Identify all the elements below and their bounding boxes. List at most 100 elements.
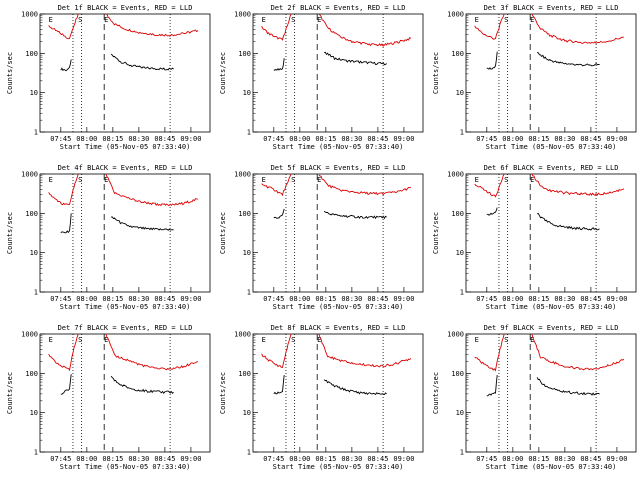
y-axis-label: Counts/sec (6, 212, 14, 254)
x-tick-label: 08:15 (102, 295, 123, 303)
x-tick-label: 08:15 (315, 295, 336, 303)
events-series-line (273, 375, 285, 395)
y-tick-label: 1 (460, 129, 464, 137)
y-tick-label: 100 (451, 210, 464, 218)
events-series-line (536, 212, 600, 231)
lld-series-line (474, 333, 505, 372)
region-label: E (49, 336, 53, 344)
events-series-line (273, 58, 285, 71)
y-tick-label: 1000 (234, 171, 251, 179)
chart-title: Det 8f BLACK = Events, RED = LLD (271, 324, 406, 332)
events-series-line (486, 207, 498, 216)
x-tick-label: 07:45 (263, 455, 284, 463)
y-tick-label: 10 (456, 89, 464, 97)
region-label: E (104, 176, 108, 184)
x-axis-label: Start Time (05-Nov-05 07:33:40) (273, 303, 404, 311)
y-tick-label: 1 (247, 289, 251, 297)
y-tick-label: 1000 (21, 11, 38, 19)
region-label: E (317, 336, 321, 344)
plot-frame (465, 173, 637, 293)
y-tick-label: 1000 (447, 11, 464, 19)
x-tick-label: 09:00 (180, 295, 201, 303)
region-label: E (262, 176, 266, 184)
x-tick-label: 08:30 (341, 295, 362, 303)
y-tick-label: 100 (25, 210, 38, 218)
lld-series-line (105, 173, 198, 207)
region-label: S (504, 176, 508, 184)
x-axis-label: Start Time (05-Nov-05 07:33:40) (486, 303, 617, 311)
plot-frame (465, 13, 637, 133)
y-tick-label: 100 (451, 50, 464, 58)
x-tick-label: 07:45 (476, 135, 497, 143)
x-tick-label: 08:30 (554, 455, 575, 463)
region-label: E (104, 336, 108, 344)
region-label: E (317, 16, 321, 24)
detector-chart: Det 4f BLACK = Events, RED = LLD 1 10 100 10… (6, 164, 211, 311)
region-label: E (262, 336, 266, 344)
x-tick-label: 08:00 (289, 135, 310, 143)
y-tick-label: 1 (34, 449, 38, 457)
y-axis-label: Counts/sec (219, 372, 227, 414)
x-tick-label: 08:30 (128, 455, 149, 463)
x-tick-label: 07:45 (50, 295, 71, 303)
plot-frame (39, 333, 211, 453)
y-tick-label: 1 (34, 129, 38, 137)
x-tick-label: 09:00 (393, 135, 414, 143)
region-label: S (291, 176, 295, 184)
y-axis-label: Counts/sec (432, 52, 440, 94)
events-series-line (110, 53, 174, 71)
y-tick-label: 1 (34, 289, 38, 297)
region-label: S (504, 336, 508, 344)
y-axis-label: Counts/sec (6, 372, 14, 414)
lld-series-line (105, 333, 199, 371)
events-series-line (60, 374, 72, 395)
x-tick-label: 08:45 (580, 295, 601, 303)
x-tick-label: 08:30 (128, 135, 149, 143)
plot-frame (465, 333, 637, 453)
plot-frame (252, 13, 424, 133)
y-tick-label: 100 (25, 370, 38, 378)
y-tick-label: 1000 (447, 171, 464, 179)
x-tick-label: 07:45 (476, 295, 497, 303)
region-label: E (530, 16, 534, 24)
x-tick-label: 08:45 (154, 135, 175, 143)
x-tick-label: 08:30 (128, 295, 149, 303)
y-tick-label: 1000 (21, 331, 38, 339)
y-tick-label: 1 (247, 129, 251, 137)
x-tick-label: 07:45 (263, 135, 284, 143)
y-tick-label: 100 (238, 50, 251, 58)
detector-chart: Det 7f BLACK = Events, RED = LLD 1 10 100 10… (6, 324, 211, 471)
x-tick-label: 08:00 (502, 455, 523, 463)
events-series-line (60, 59, 72, 72)
y-tick-label: 10 (30, 89, 38, 97)
events-series-line (536, 51, 600, 67)
x-tick-label: 08:45 (367, 295, 388, 303)
y-tick-label: 1 (460, 289, 464, 297)
x-tick-label: 08:15 (315, 455, 336, 463)
chart-title: Det 1f BLACK = Events, RED = LLD (58, 4, 193, 12)
region-label: E (317, 176, 321, 184)
x-tick-label: 08:00 (76, 455, 97, 463)
region-label: S (78, 16, 82, 24)
x-tick-label: 08:15 (528, 135, 549, 143)
x-tick-label: 08:45 (367, 135, 388, 143)
chart-title: Det 4f BLACK = Events, RED = LLD (58, 164, 193, 172)
lld-series-line (531, 13, 625, 45)
y-tick-label: 10 (456, 409, 464, 417)
plot-frame (39, 13, 211, 133)
y-tick-label: 1 (460, 449, 464, 457)
y-axis-label: Counts/sec (432, 372, 440, 414)
x-tick-label: 08:00 (76, 295, 97, 303)
plot-frame (39, 173, 211, 293)
region-label: E (49, 16, 53, 24)
events-series-line (324, 51, 387, 66)
x-tick-label: 08:45 (154, 455, 175, 463)
region-label: E (262, 16, 266, 24)
chart-title: Det 3f BLACK = Events, RED = LLD (484, 4, 619, 12)
y-tick-label: 10 (243, 249, 251, 257)
x-tick-label: 08:15 (528, 455, 549, 463)
x-axis-label: Start Time (05-Nov-05 07:33:40) (60, 303, 191, 311)
plot-frame (252, 173, 424, 293)
x-tick-label: 08:00 (76, 135, 97, 143)
lld-series-line (261, 173, 292, 197)
